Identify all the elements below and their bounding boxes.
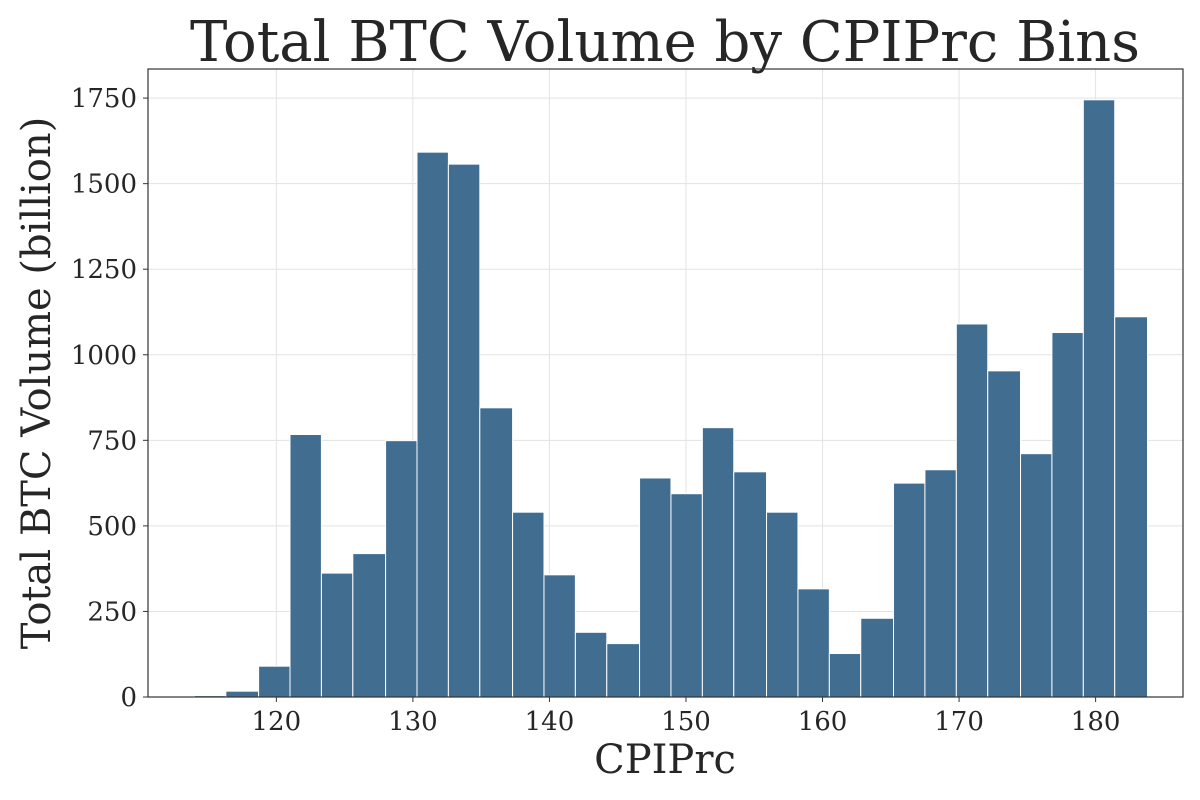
x-tick-label: 130 [388,707,438,737]
y-tick-label: 750 [87,426,137,456]
histogram-bar-25 [955,323,989,698]
histogram-bar-2 [225,690,260,698]
y-tick-label: 1000 [71,341,137,371]
x-tick-label: 140 [525,707,575,737]
histogram-bar-19 [766,511,799,698]
histogram-bar-5 [320,572,354,698]
histogram-bar-11 [512,511,545,698]
x-tick-label: 180 [1071,707,1121,737]
chart-title: Total BTC Volume by CPIPrc Bins [190,10,1140,75]
histogram-bar-13 [574,631,608,698]
histogram-bar-28 [1051,332,1084,698]
histogram-bar-18 [733,471,768,698]
histogram-bar-21 [828,653,862,698]
histogram-bar-14 [606,643,641,698]
histogram-bar-22 [860,617,895,698]
histogram-bar-6 [352,553,387,698]
histogram-bar-29 [1082,99,1116,698]
histogram-bar-16 [670,493,703,698]
x-tick-label: 120 [252,707,302,737]
histogram-bar-24 [924,469,957,698]
histogram-bar-23 [893,482,926,698]
histogram-bar-17 [701,427,735,698]
histogram-bar-27 [1020,453,1053,698]
plot-frame [147,68,1184,698]
y-tick-label: 500 [87,512,137,542]
histogram-bar-4 [289,434,322,698]
histogram-bar-20 [797,588,830,698]
x-tick-label: 160 [798,707,848,737]
histogram-bar-10 [479,407,514,698]
histogram-bar-8 [416,151,449,698]
x-axis-label: CPIPrc [594,737,736,783]
y-axis-ticks: 0 250 500 750 1000 1250 1500 1750 [71,84,148,713]
y-tick-label: 1750 [71,84,137,114]
histogram-bar-7 [385,440,418,698]
histogram-bars [193,99,1148,698]
x-tick-label: 150 [661,707,711,737]
histogram-bar-9 [447,163,481,698]
x-tick-label: 170 [934,707,984,737]
y-tick-label: 0 [120,683,137,713]
y-tick-label: 250 [87,597,137,627]
histogram-bar-3 [258,665,291,698]
y-tick-label: 1250 [71,255,137,285]
x-axis-ticks: 120 130 140 150 160 170 180 [252,697,1121,737]
histogram-bar-12 [543,574,576,698]
y-axis-label: Total BTC Volume (billion) [14,117,60,649]
histogram-bar-30 [1114,316,1148,698]
y-tick-label: 1500 [71,170,137,200]
histogram-bar-26 [987,370,1022,698]
histogram-bar-15 [639,477,672,698]
